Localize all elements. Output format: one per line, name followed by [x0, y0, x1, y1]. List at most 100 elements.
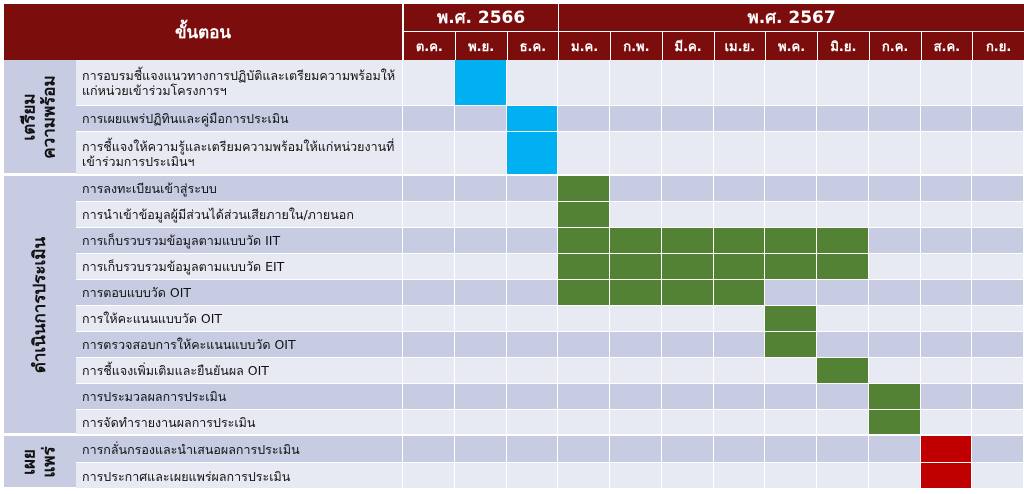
gantt-cell: [403, 280, 455, 306]
gantt-cell: [661, 202, 714, 228]
task-label: การอบรมชี้แจงแนวทางการปฏิบัติและเตรียมคว…: [76, 60, 403, 106]
task-label: การประกาศและเผยแพร่ผลการประเมิน: [76, 463, 403, 490]
gantt-cell: [661, 384, 714, 410]
gantt-cell: [817, 60, 869, 106]
phase-label-text: ดำเนินการประเมิน: [30, 236, 50, 373]
gantt-cell: [868, 358, 921, 384]
gantt-cell: [454, 132, 507, 176]
gantt-cell: [920, 410, 973, 436]
gantt-cell: [972, 132, 1024, 176]
gantt-cell: [868, 228, 921, 254]
gantt-cell: [713, 106, 766, 132]
task-label: การตอบแบบวัด OIT: [76, 280, 403, 306]
gantt-bar-cell: [817, 228, 869, 254]
gantt-cell: [765, 410, 817, 436]
month-header: พ.ย.: [455, 32, 507, 60]
phase-separator: [76, 174, 1024, 176]
phase-label: เผย แพร่: [4, 436, 76, 490]
gantt-cell: [610, 332, 662, 358]
gantt-cell: [661, 436, 714, 463]
gantt-cell: [403, 254, 455, 280]
gantt-cell: [713, 436, 766, 463]
year-header: พ.ศ. 2566: [404, 4, 559, 32]
phase-separator: [76, 434, 1024, 436]
gantt-cell: [713, 202, 766, 228]
month-header-label: ม.ค.: [571, 39, 599, 55]
task-label: การเก็บรวบรวมข้อมูลตามแบบวัด EIT: [76, 254, 403, 280]
gantt-cell: [972, 254, 1024, 280]
gantt-cell: [920, 106, 973, 132]
gantt-bar-cell: [765, 306, 817, 332]
month-header: มี.ค.: [662, 32, 714, 60]
gantt-cell: [920, 358, 973, 384]
gantt-bar-cell: [558, 254, 610, 280]
gantt-cell: [972, 228, 1024, 254]
gantt-cell: [713, 332, 766, 358]
gantt-cell: [610, 106, 662, 132]
gantt-cell: [506, 384, 559, 410]
gantt-cell: [920, 306, 973, 332]
gantt-cell: [972, 332, 1024, 358]
gantt-cell: [817, 384, 869, 410]
gantt-cell: [713, 384, 766, 410]
gantt-bar-cell: [661, 280, 714, 306]
phase-label: เตรียม ความพร้อม: [4, 60, 76, 176]
steps-header-label: ขั้นตอน: [174, 22, 232, 43]
month-header: ก.ย.: [973, 32, 1024, 60]
gantt-bar-cell: [558, 280, 610, 306]
gantt-cell: [610, 306, 662, 332]
gantt-cell: [558, 358, 610, 384]
gantt-cell: [558, 132, 610, 176]
gantt-cell: [506, 202, 559, 228]
month-header-label: ส.ค.: [933, 39, 961, 55]
gantt-bar-cell: [920, 436, 973, 463]
month-header: ส.ค.: [921, 32, 973, 60]
gantt-cell: [661, 176, 714, 202]
gantt-cell: [972, 280, 1024, 306]
gantt-cell: [506, 358, 559, 384]
gantt-cell: [765, 60, 817, 106]
month-header: พ.ค.: [766, 32, 817, 60]
gantt-cell: [610, 463, 662, 490]
gantt-cell: [558, 436, 610, 463]
gantt-cell: [868, 436, 921, 463]
gantt-cell: [454, 106, 507, 132]
gantt-cell: [454, 254, 507, 280]
task-label: การให้คะแนนแบบวัด OIT: [76, 306, 403, 332]
task-label: การลงทะเบียนเข้าสู่ระบบ: [76, 176, 403, 202]
task-label: การชี้แจงเพิ่มเติมและยืนยันผล OIT: [76, 358, 403, 384]
gantt-cell: [972, 202, 1024, 228]
gantt-cell: [403, 176, 455, 202]
gantt-bar-cell: [610, 280, 662, 306]
gantt-cell: [610, 410, 662, 436]
gantt-cell: [765, 384, 817, 410]
year-header: พ.ศ. 2567: [559, 4, 1024, 32]
gantt-cell: [403, 463, 455, 490]
gantt-bar-cell: [868, 410, 921, 436]
gantt-cell: [868, 60, 921, 106]
gantt-cell: [558, 384, 610, 410]
gantt-cell: [920, 60, 973, 106]
month-header-label: เม.ย.: [724, 39, 756, 55]
gantt-cell: [454, 384, 507, 410]
gantt-cell: [868, 106, 921, 132]
gantt-cell: [403, 306, 455, 332]
gantt-cell: [403, 332, 455, 358]
gantt-bar-cell: [920, 463, 973, 490]
gantt-cell: [817, 436, 869, 463]
month-header-label: มิ.ย.: [830, 39, 857, 55]
gantt-cell: [558, 410, 610, 436]
task-label: การประมวลผลการประเมิน: [76, 384, 403, 410]
year-header-label: พ.ศ. 2567: [747, 8, 836, 28]
gantt-cell: [506, 228, 559, 254]
month-header-label: ธ.ค.: [519, 39, 547, 55]
gantt-bar-cell: [558, 228, 610, 254]
gantt-cell: [661, 306, 714, 332]
gantt-cell: [506, 280, 559, 306]
gantt-cell: [920, 280, 973, 306]
gantt-cell: [765, 176, 817, 202]
gantt-cell: [713, 60, 766, 106]
gantt-cell: [403, 202, 455, 228]
gantt-cell: [454, 358, 507, 384]
gantt-bar-cell: [661, 254, 714, 280]
